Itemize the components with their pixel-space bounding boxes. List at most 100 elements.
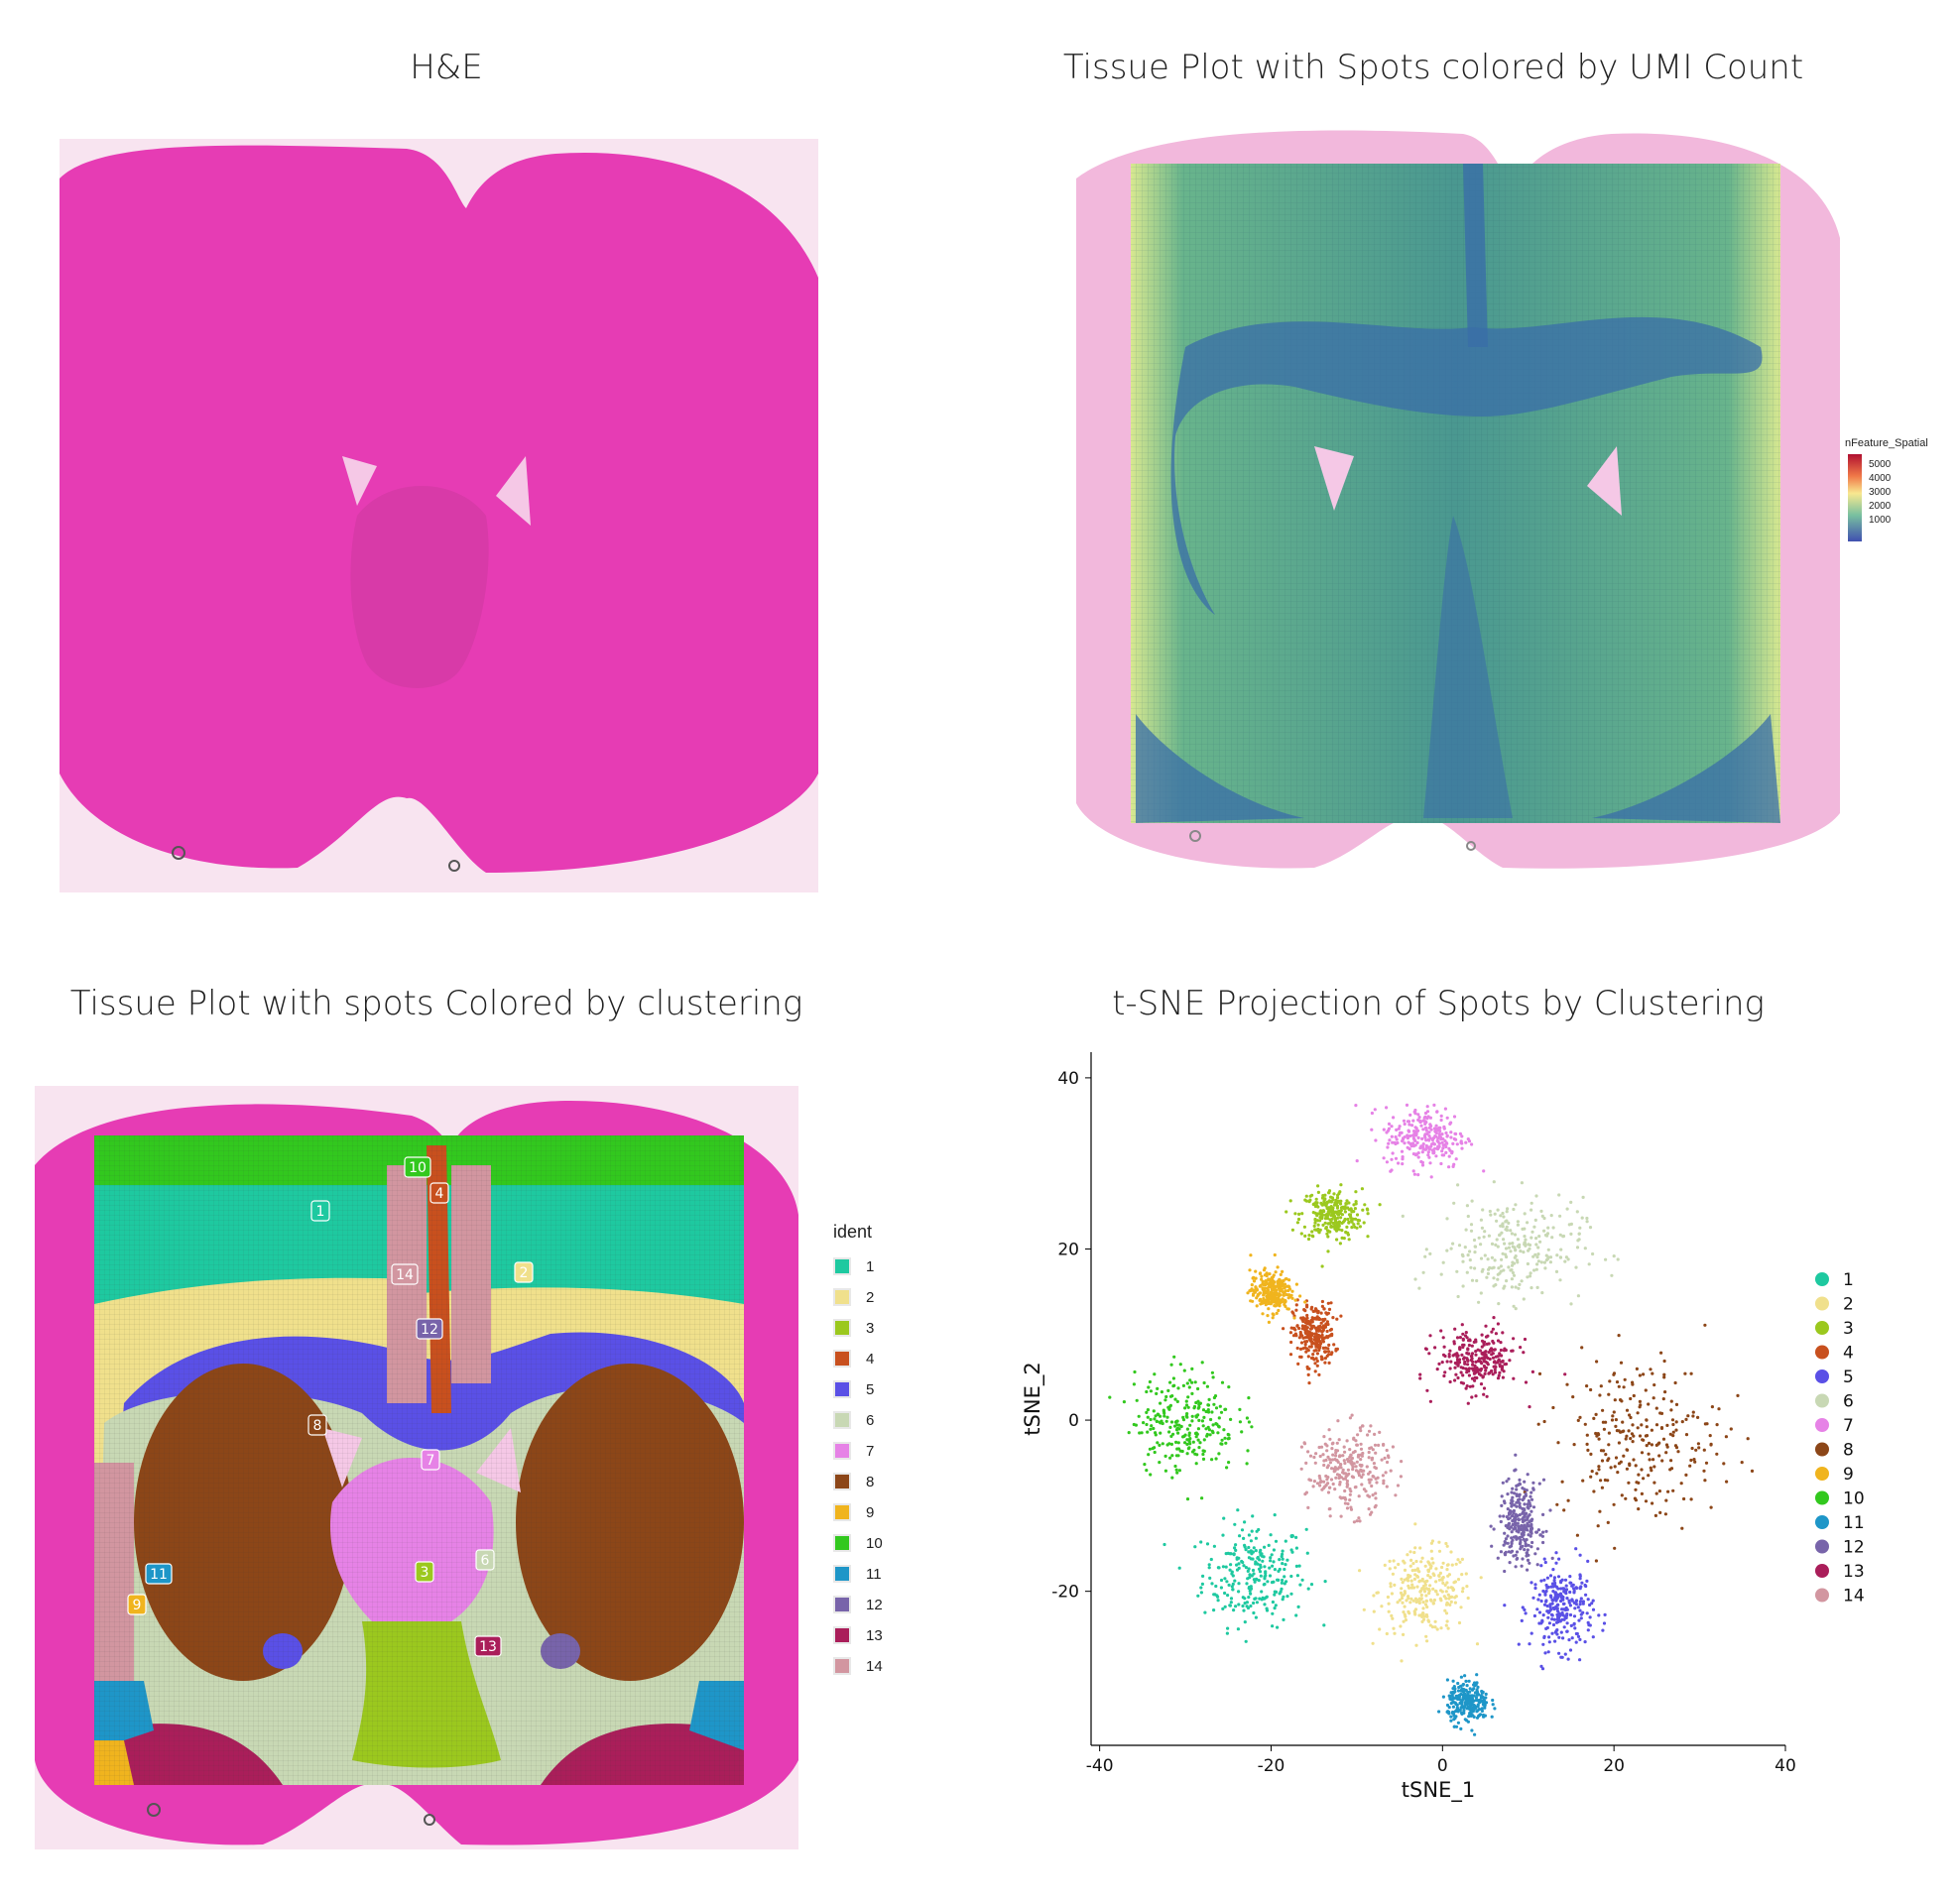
tsne-point xyxy=(1322,1199,1326,1203)
tsne-point xyxy=(1260,1590,1264,1594)
tsne-series-3 xyxy=(1285,1183,1382,1268)
tsne-point xyxy=(1423,1254,1427,1258)
tsne-point xyxy=(1659,1426,1664,1430)
tsne-point xyxy=(1521,1519,1525,1524)
tsne-point xyxy=(1430,1557,1434,1561)
tsne-point xyxy=(1659,1351,1663,1355)
tsne-point xyxy=(1309,1318,1313,1323)
tsne-point xyxy=(1477,1368,1481,1371)
tsne-point xyxy=(1274,1604,1278,1607)
tsne-point xyxy=(1450,1149,1454,1154)
tsne-point xyxy=(1221,1606,1225,1610)
tsne-point xyxy=(1212,1402,1216,1406)
tsne-point xyxy=(1669,1459,1673,1463)
tsne-point xyxy=(1481,1374,1485,1378)
tsne-point xyxy=(1470,1278,1475,1282)
tsne-point xyxy=(1554,1551,1558,1555)
tsne-point xyxy=(1267,1278,1271,1282)
tsne-point xyxy=(1214,1406,1219,1410)
tsne-point xyxy=(1382,1442,1386,1447)
tsne-point xyxy=(1520,1618,1524,1622)
tsne-point xyxy=(1627,1429,1631,1433)
tsne-point xyxy=(1651,1371,1654,1375)
tsne-point xyxy=(1325,1354,1329,1358)
tsne-point xyxy=(1424,1634,1428,1638)
tsne-point xyxy=(1411,1144,1415,1148)
tsne-point xyxy=(1631,1382,1635,1386)
tsne-point xyxy=(1226,1551,1230,1555)
tsne-point xyxy=(1399,1624,1403,1628)
tsne-point xyxy=(1446,1586,1450,1590)
tsne-point xyxy=(1306,1372,1310,1376)
tsne-point xyxy=(1304,1194,1308,1198)
tsne-point xyxy=(1306,1450,1310,1454)
tsne-point xyxy=(1347,1220,1351,1224)
tsne-point xyxy=(1411,1562,1415,1566)
tsne-point xyxy=(1474,1353,1478,1357)
cluster-tissue-title: Tissue Plot with spots Colored by cluste… xyxy=(69,984,803,1023)
tsne-point xyxy=(1230,1572,1234,1576)
tsne-point xyxy=(1256,1294,1260,1298)
tsne-legend-key xyxy=(1815,1467,1829,1481)
tsne-point xyxy=(1407,1611,1411,1615)
tsne-point xyxy=(1439,1161,1443,1166)
tsne-point xyxy=(1316,1190,1320,1194)
tsne-point xyxy=(1405,1103,1409,1107)
tsne-point xyxy=(1481,1208,1485,1212)
tsne-point xyxy=(1467,1139,1472,1143)
tsne-point xyxy=(1611,1414,1615,1418)
tsne-point xyxy=(1213,1394,1218,1398)
tsne-point xyxy=(1388,1138,1392,1142)
tsne-point xyxy=(1597,1465,1601,1469)
tsne-point xyxy=(1512,1261,1517,1265)
tsne-point xyxy=(1267,1301,1271,1306)
tsne-point xyxy=(1613,1398,1617,1402)
tsne-point xyxy=(1649,1466,1652,1470)
tsne-point xyxy=(1310,1230,1314,1234)
tsne-point xyxy=(1666,1489,1670,1493)
tsne-point xyxy=(1669,1399,1673,1403)
tsne-point xyxy=(1387,1602,1391,1606)
tsne-point xyxy=(1501,1251,1505,1255)
tsne-point xyxy=(1536,1246,1540,1250)
tsne-point xyxy=(1491,1703,1495,1707)
tsne-point xyxy=(1508,1561,1512,1565)
tsne-point xyxy=(1298,1583,1302,1587)
tsne-point xyxy=(1186,1395,1190,1399)
tsne-point xyxy=(1470,1352,1475,1356)
tsne-legend-label: 7 xyxy=(1843,1416,1854,1436)
tsne-point xyxy=(1489,1347,1494,1351)
tsne-point xyxy=(1175,1399,1179,1403)
tsne-point xyxy=(1403,1568,1407,1572)
tsne-point xyxy=(1428,1566,1432,1570)
tsne-point xyxy=(1746,1437,1750,1441)
tsne-point xyxy=(1355,1159,1359,1163)
tsne-point xyxy=(1316,1343,1320,1347)
tsne-point xyxy=(1453,1131,1457,1135)
tsne-point xyxy=(1647,1474,1651,1478)
tsne-point xyxy=(1523,1502,1527,1506)
tsne-point xyxy=(1229,1417,1233,1421)
tsne-point xyxy=(1445,1581,1449,1585)
tsne-point xyxy=(1490,1715,1494,1719)
tsne-point xyxy=(1237,1590,1241,1594)
tsne-point xyxy=(1355,1460,1359,1464)
tsne-point xyxy=(1512,1376,1516,1380)
tsne-point xyxy=(1435,1627,1439,1631)
tsne-point xyxy=(1511,1270,1515,1275)
tsne-point xyxy=(1300,1578,1304,1582)
tsne-point xyxy=(1224,1565,1228,1569)
tsne-point xyxy=(1359,1458,1363,1462)
tsne-point xyxy=(1176,1431,1180,1435)
tsne-point xyxy=(1560,1480,1564,1484)
tsne-point xyxy=(1249,1539,1253,1543)
tsne-point xyxy=(1546,1609,1550,1613)
tsne-point xyxy=(1426,1618,1430,1622)
tsne-point xyxy=(1574,1603,1578,1606)
tsne-point xyxy=(1518,1513,1522,1517)
tsne-point xyxy=(1575,1533,1579,1537)
tsne-point xyxy=(1341,1495,1345,1499)
tsne-point xyxy=(1489,1213,1493,1217)
tsne-point xyxy=(1306,1237,1311,1242)
tsne-point xyxy=(1306,1355,1310,1359)
